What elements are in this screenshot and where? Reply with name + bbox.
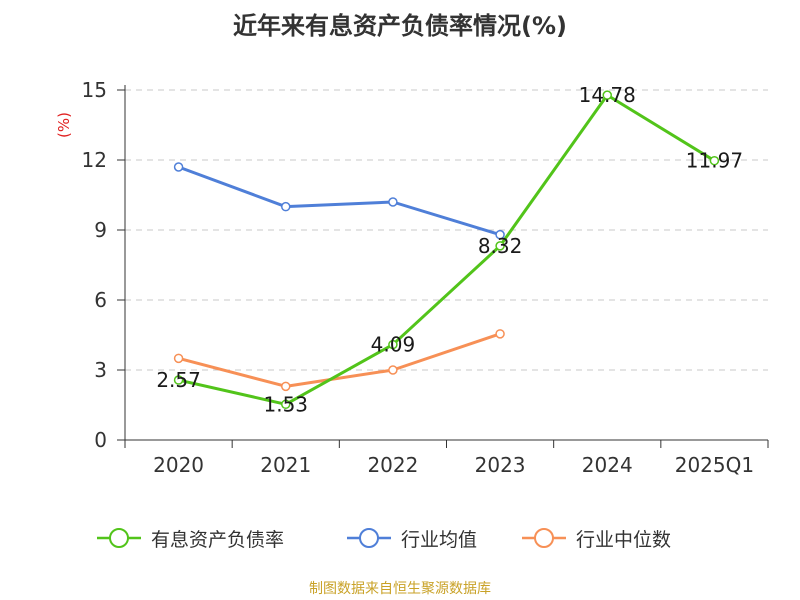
y-tick-label: 3 — [94, 358, 107, 382]
line-chart: 0 3 6 9 12 15 (%) 2020 2021 2022 2023 2024 2025Q1 2.… — [55, 78, 769, 477]
y-axis-unit-label: (%) — [55, 112, 73, 138]
series-lines — [173, 90, 720, 410]
chart-title: 近年来有息资产负债率情况(%) — [233, 12, 567, 40]
series-line-2 — [178, 332, 501, 388]
data-label: 11.97 — [686, 149, 743, 173]
data-labels: 2.57 1.53 4.09 8.32 14.78 11.97 — [156, 83, 743, 416]
data-label: 14.78 — [579, 83, 636, 107]
legend-marker-icon — [97, 528, 141, 548]
legend-label: 有息资产负债率 — [151, 528, 285, 551]
legend: 有息资产负债率 行业均值 行业中位数 — [0, 520, 800, 556]
y-tick-label: 15 — [82, 78, 107, 102]
data-point — [173, 375, 184, 385]
data-point — [388, 365, 398, 375]
y-tick-label: 0 — [94, 428, 107, 452]
y-tick-label: 6 — [94, 288, 107, 312]
x-tick-label: 2022 — [367, 453, 418, 477]
data-point — [495, 229, 505, 240]
data-label: 2.57 — [156, 368, 201, 392]
data-label: 4.09 — [371, 333, 416, 357]
x-tick-label: 2020 — [153, 453, 204, 477]
data-point — [281, 399, 291, 410]
data-point — [602, 90, 612, 100]
legend-marker-icon — [347, 528, 391, 548]
series-line-1 — [178, 165, 501, 237]
axes: 0 3 6 9 12 15 (%) 2020 2021 2022 2023 2024 2025Q1 — [55, 78, 769, 477]
legend-item-0[interactable]: 有息资产负债率 — [95, 520, 284, 556]
x-tick-label: 2024 — [582, 453, 633, 477]
data-point — [173, 353, 184, 364]
y-tick-label: 12 — [82, 148, 107, 172]
x-tick-label: 2023 — [475, 453, 526, 477]
data-point — [495, 241, 505, 251]
legend-item-2[interactable]: 行业中位数 — [520, 520, 671, 556]
data-point — [281, 381, 291, 392]
legend-marker-icon — [522, 528, 566, 548]
data-point — [495, 329, 505, 339]
series-line-0 — [178, 93, 716, 406]
data-point — [388, 339, 398, 350]
legend-label: 行业均值 — [401, 528, 478, 551]
x-tick-label: 2021 — [260, 453, 311, 477]
data-label: 8.32 — [478, 234, 523, 258]
data-point — [281, 201, 291, 212]
grid-lines — [125, 89, 768, 371]
legend-item-1[interactable]: 行业均值 — [345, 520, 477, 556]
data-point — [709, 155, 720, 166]
data-point — [173, 162, 184, 172]
data-point — [388, 197, 398, 207]
y-tick-label: 9 — [94, 218, 107, 242]
legend-label: 行业中位数 — [576, 528, 672, 551]
data-label: 1.53 — [263, 392, 308, 416]
x-tick-label: 2025Q1 — [675, 453, 754, 477]
source-note: 制图数据来自恒生聚源数据库 — [309, 581, 491, 597]
